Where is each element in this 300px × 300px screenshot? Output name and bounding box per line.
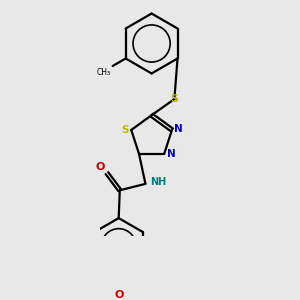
Text: CH₃: CH₃ bbox=[96, 68, 110, 77]
Text: S: S bbox=[122, 125, 129, 135]
Text: O: O bbox=[114, 290, 123, 300]
Text: N: N bbox=[167, 149, 175, 159]
Text: NH: NH bbox=[150, 177, 166, 187]
Text: O: O bbox=[95, 162, 105, 172]
Text: S: S bbox=[170, 94, 178, 104]
Text: N: N bbox=[174, 124, 183, 134]
